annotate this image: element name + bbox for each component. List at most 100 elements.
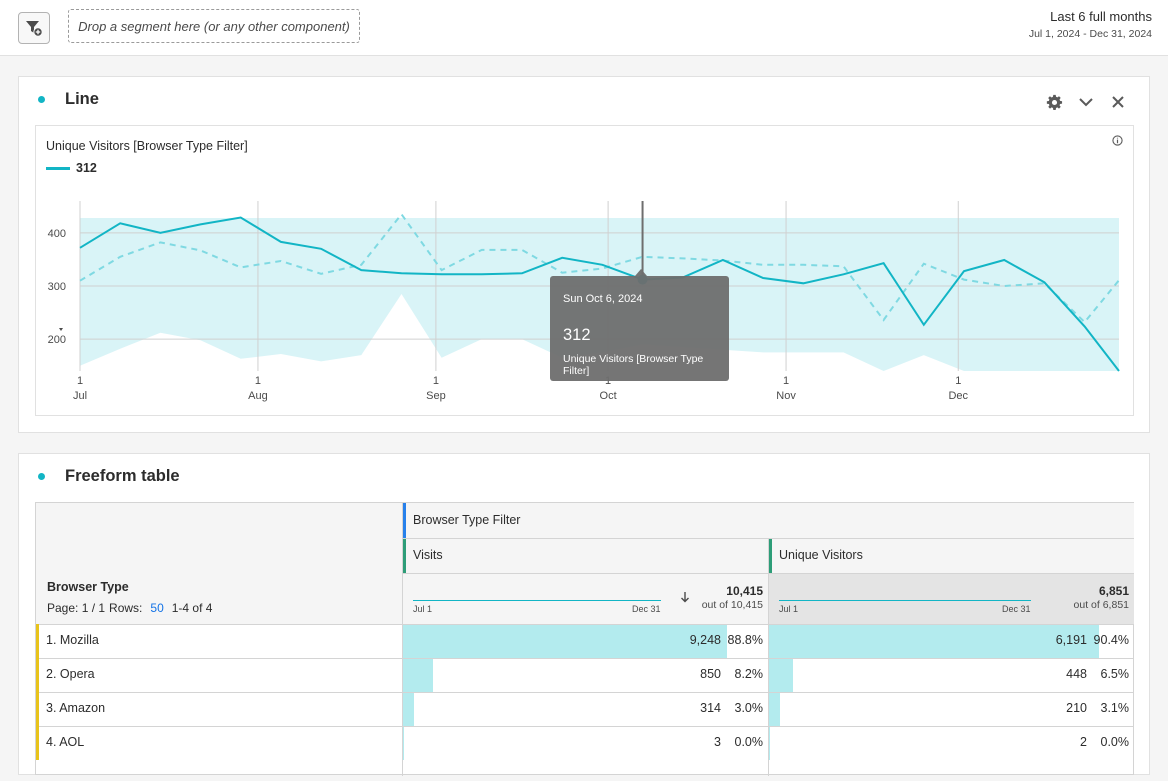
filter-add-icon xyxy=(26,21,43,37)
legend-swatch xyxy=(46,166,70,170)
divider xyxy=(36,658,1134,659)
panel-header: Line xyxy=(19,77,1149,123)
uv-bar xyxy=(769,625,1099,658)
segment-drag-handle[interactable] xyxy=(402,503,406,538)
segment-header-label: Browser Type Filter xyxy=(413,513,521,527)
table-row[interactable] xyxy=(36,658,1134,692)
chart-tooltip: Sun Oct 6, 2024 312 Unique Visitors [Bro… xyxy=(550,269,729,381)
info-icon[interactable] xyxy=(1112,135,1123,146)
line-chart: Unique Visitors [Browser Type Filter] 31… xyxy=(35,125,1134,416)
uv-totals xyxy=(768,573,1134,624)
row-marker xyxy=(36,658,39,692)
visits-header[interactable] xyxy=(402,538,768,573)
panel-title: Freeform table xyxy=(65,467,180,485)
x-tick-month: Nov xyxy=(776,390,796,402)
date-range-dates: Jul 1, 2024 - Dec 31, 2024 xyxy=(1028,28,1152,40)
segment-header[interactable] xyxy=(402,503,1134,538)
row-dimension-label[interactable]: 1. Mozilla xyxy=(46,633,99,647)
visits-value: 3 xyxy=(714,735,721,749)
panel-status-dot xyxy=(38,96,45,103)
visits-bar xyxy=(403,727,404,760)
series-line-unique-visitors xyxy=(79,216,1120,372)
page-label: Page: 1 / 1 xyxy=(47,601,106,615)
visits-value: 850 xyxy=(700,667,721,681)
dimension-header-bg xyxy=(36,503,402,624)
uv-percent: 3.1% xyxy=(1100,701,1130,715)
chart-legend[interactable]: 312 xyxy=(46,161,97,175)
uv-total-sub: out of 6,851 xyxy=(1073,599,1129,611)
visits-percent: 88.8% xyxy=(727,633,763,647)
panel-status-dot xyxy=(38,473,45,480)
uv-header-label: Unique Visitors xyxy=(779,548,863,562)
x-tick-month: Dec xyxy=(948,390,968,402)
date-range-title: Last 6 full months xyxy=(1050,9,1152,24)
table-row[interactable] xyxy=(36,692,1134,726)
rows-label: Rows: xyxy=(109,601,143,615)
divider xyxy=(36,624,1134,625)
dimension-header-label[interactable]: Browser Type xyxy=(47,580,129,594)
uv-percent: 0.0% xyxy=(1100,735,1130,749)
panel-close-button[interactable] xyxy=(1108,93,1128,111)
add-segment-filter-button[interactable] xyxy=(18,12,50,44)
uv-value: 2 xyxy=(1080,735,1087,749)
panel-title: Line xyxy=(65,90,99,108)
x-tick-month: Aug xyxy=(248,390,268,402)
chevron-down-icon xyxy=(1079,98,1093,107)
row-dimension-label[interactable]: 2. Opera xyxy=(46,667,95,681)
legend-label: 312 xyxy=(76,161,97,175)
divider xyxy=(36,726,1134,727)
tooltip-date: Sun Oct 6, 2024 xyxy=(563,293,643,305)
panel-header: Freeform table xyxy=(19,454,1149,500)
top-bar: Drop a segment here (or any other compon… xyxy=(0,0,1168,56)
uv-sparkline xyxy=(779,600,1031,601)
y-tick-label: 400 xyxy=(48,228,66,240)
table-row[interactable] xyxy=(36,726,1134,760)
tooltip-metric-label: Unique Visitors [Browser Type Filter] xyxy=(563,353,704,377)
x-tick-day: 1 xyxy=(605,375,611,387)
visits-header-label: Visits xyxy=(413,548,443,562)
row-dimension-label[interactable]: 3. Amazon xyxy=(46,701,106,715)
uv-spark-end: Dec 31 xyxy=(1002,604,1031,614)
x-tick-day: 1 xyxy=(433,375,439,387)
uv-drag-handle[interactable] xyxy=(768,538,772,573)
tooltip-arrow xyxy=(635,269,647,276)
uv-bar xyxy=(769,693,780,726)
panel-collapse-button[interactable] xyxy=(1076,93,1096,111)
visits-percent: 8.2% xyxy=(734,667,764,681)
sort-descending-icon[interactable] xyxy=(680,591,690,603)
uv-header[interactable] xyxy=(768,538,1134,573)
chart-title: Unique Visitors [Browser Type Filter] xyxy=(46,139,248,153)
visits-drag-handle[interactable] xyxy=(402,538,406,573)
segment-dropzone[interactable]: Drop a segment here (or any other compon… xyxy=(68,9,360,43)
gear-icon xyxy=(1046,94,1062,110)
visits-total: 10,415 xyxy=(726,584,763,598)
divider xyxy=(768,538,769,776)
line-panel: Line Unique Visitors [Browser Type Filte… xyxy=(18,76,1150,433)
uv-total: 6,851 xyxy=(1098,584,1129,598)
date-range-picker[interactable]: Last 6 full months Jul 1, 2024 - Dec 31,… xyxy=(1029,9,1152,40)
uv-bar xyxy=(769,727,770,760)
visits-bar xyxy=(403,693,414,726)
uv-bar xyxy=(769,659,793,692)
y-tick-label: 300 xyxy=(48,281,66,293)
row-dimension-label[interactable]: 4. AOL xyxy=(46,735,85,749)
uv-value: 6,191 xyxy=(1055,633,1087,647)
visits-percent: 3.0% xyxy=(734,701,764,715)
divider xyxy=(402,503,403,776)
x-tick-day: 1 xyxy=(783,375,789,387)
row-marker xyxy=(36,726,39,760)
visits-sparkline xyxy=(413,600,661,601)
rows-per-page-select[interactable]: 50 xyxy=(150,601,164,615)
visits-value: 9,248 xyxy=(689,633,721,647)
pagination-info: Page: 1 / 1 Rows: 50 1-4 of 4 xyxy=(47,601,212,615)
divider xyxy=(36,692,1134,693)
range-label: 1-4 of 4 xyxy=(171,601,213,615)
panel-settings-button[interactable] xyxy=(1044,93,1064,111)
visits-totals xyxy=(402,573,768,624)
uv-spark-start: Jul 1 xyxy=(779,604,799,614)
visits-spark-start: Jul 1 xyxy=(413,604,433,614)
y-tick-label: 200 xyxy=(48,334,66,346)
x-tick-month: Sep xyxy=(426,390,446,402)
row-marker xyxy=(36,692,39,726)
visits-bar xyxy=(403,625,727,658)
